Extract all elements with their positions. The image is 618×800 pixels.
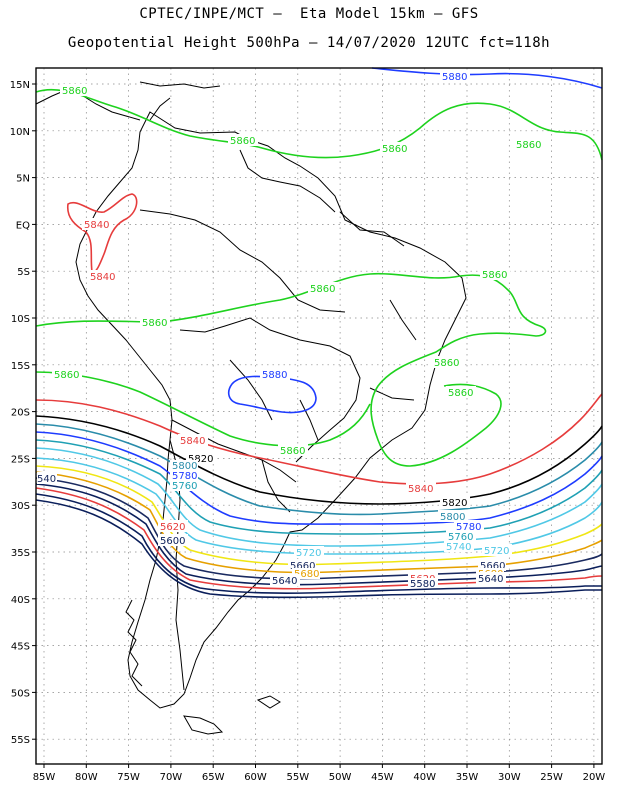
longitude-tick-label: 80W bbox=[75, 772, 98, 783]
longitude-tick-label: 30W bbox=[498, 772, 521, 783]
contour-5620 bbox=[35, 487, 603, 590]
latitude-tick-label: 35S bbox=[11, 548, 30, 559]
latitude-tick-label: 20S bbox=[11, 408, 30, 419]
contour-5740 bbox=[35, 447, 603, 547]
contour-5720 bbox=[35, 457, 603, 555]
coastlines bbox=[35, 81, 467, 735]
label-5820-b: 5820 bbox=[442, 498, 467, 509]
label-5720-a: 5720 bbox=[296, 548, 321, 559]
label-5860-i: 5860 bbox=[54, 370, 79, 381]
label-5660-b: 5660 bbox=[480, 561, 505, 572]
label-5860-j: 5860 bbox=[448, 388, 473, 399]
contour-5820 bbox=[35, 415, 603, 505]
label-5640-b: 5640 bbox=[478, 574, 503, 585]
label-5860-k: 5860 bbox=[280, 446, 305, 457]
label-5860-f: 5860 bbox=[310, 284, 335, 295]
latitude-tick-label: 5S bbox=[17, 267, 30, 278]
label-5840-peru-b: 5840 bbox=[90, 272, 115, 283]
contour-5640 bbox=[35, 483, 603, 586]
label-5780-b: 5780 bbox=[456, 522, 481, 533]
label-5720-b: 5720 bbox=[484, 546, 509, 557]
label-5820-a: 5820 bbox=[188, 454, 213, 465]
latitude-tick-label: 40S bbox=[11, 595, 30, 606]
label-5860-h: 5860 bbox=[434, 358, 459, 369]
latitude-tick-label: 55S bbox=[11, 735, 30, 746]
label-5840-a: 5840 bbox=[180, 436, 205, 447]
label-5860-c: 5860 bbox=[382, 144, 407, 155]
contour-5880-high bbox=[227, 375, 317, 414]
label-5880-north: 5880 bbox=[442, 72, 467, 83]
label-5580: 5580 bbox=[410, 579, 435, 590]
contour-5700 bbox=[35, 465, 603, 566]
label-5840-b: 5840 bbox=[408, 484, 433, 495]
contour-5880-north bbox=[371, 67, 603, 89]
latitude-tick-label: 10N bbox=[10, 127, 30, 138]
label-5660-a: 5660 bbox=[290, 561, 315, 572]
label-5640-a: 5640 bbox=[272, 576, 297, 587]
graticule bbox=[36, 68, 602, 764]
contour-5680 bbox=[35, 471, 603, 574]
contour-5780 bbox=[35, 431, 603, 525]
contour-5860-mid bbox=[35, 272, 547, 467]
contour-5660 bbox=[35, 477, 603, 580]
contour-5600 bbox=[35, 493, 602, 594]
contour-5840-main bbox=[35, 393, 603, 485]
latitude-tick-label: 50S bbox=[11, 688, 30, 699]
contour-lines bbox=[35, 67, 603, 599]
contour-5800 bbox=[35, 423, 603, 516]
longitude-tick-label: 35W bbox=[456, 772, 479, 783]
label-5540-edge: 540 bbox=[37, 474, 56, 485]
label-5800-b: 5800 bbox=[440, 512, 465, 523]
contour-5840-peru bbox=[66, 193, 138, 274]
longitude-tick-label: 50W bbox=[329, 772, 352, 783]
longitude-tick-label: 85W bbox=[33, 772, 56, 783]
label-5860-b: 5860 bbox=[230, 136, 255, 147]
label-5760-a: 5760 bbox=[172, 481, 197, 492]
label-5760-b: 5760 bbox=[448, 532, 473, 543]
map-title-line-1: CPTEC/INPE/MCT – Eta Model 15km – GFS bbox=[139, 6, 479, 22]
longitude-tick-label: 60W bbox=[244, 772, 267, 783]
label-5860-d: 5860 bbox=[516, 140, 541, 151]
label-5600: 5600 bbox=[160, 536, 185, 547]
longitude-tick-label: 75W bbox=[117, 772, 140, 783]
map-title-line-2: Geopotential Height 500hPa – 14/07/2020 … bbox=[67, 35, 551, 51]
longitude-tick-label: 25W bbox=[540, 772, 563, 783]
latitude-tick-label: 5N bbox=[16, 174, 30, 185]
longitude-tick-label: 20W bbox=[583, 772, 606, 783]
label-5880-high: 5880 bbox=[262, 370, 287, 381]
label-5860-e: 5860 bbox=[482, 270, 507, 281]
contour-5760 bbox=[35, 439, 603, 535]
latitude-tick-label: 25S bbox=[11, 454, 30, 465]
longitude-tick-label: 40W bbox=[413, 772, 436, 783]
label-5840-peru-a: 5840 bbox=[84, 220, 109, 231]
label-5680-a: 5680 bbox=[294, 569, 319, 580]
contour-labels: 5880 5860 5860 5860 5860 5840 5840 5860 … bbox=[37, 70, 544, 590]
latitude-tick-label: EQ bbox=[16, 220, 30, 231]
label-5860-a: 5860 bbox=[62, 86, 87, 97]
latitude-tick-label: 10S bbox=[11, 314, 30, 325]
label-5620-a: 5620 bbox=[160, 522, 185, 533]
longitude-tick-label: 65W bbox=[202, 772, 225, 783]
contour-5860-south bbox=[35, 371, 371, 447]
label-5860-g: 5860 bbox=[142, 318, 167, 329]
label-5740: 5740 bbox=[446, 542, 471, 553]
longitude-tick-label: 55W bbox=[286, 772, 309, 783]
map-frame bbox=[35, 67, 603, 765]
longitude-tick-label: 45W bbox=[371, 772, 394, 783]
longitude-tick-label: 70W bbox=[160, 772, 183, 783]
axis-ticks: 15N 10N 5N EQ 5S 10S 15S 20S 25S 30S 35S 40S 45S 50S 5… bbox=[10, 80, 606, 783]
contour-5580 bbox=[35, 499, 602, 599]
label-5800-a: 5800 bbox=[172, 461, 197, 472]
contour-5860-north bbox=[35, 88, 603, 161]
latitude-tick-label: 15N bbox=[10, 80, 30, 91]
label-5780-a: 5780 bbox=[172, 471, 197, 482]
latitude-tick-label: 15S bbox=[11, 361, 30, 372]
latitude-tick-label: 30S bbox=[11, 501, 30, 512]
latitude-tick-label: 45S bbox=[11, 642, 30, 653]
